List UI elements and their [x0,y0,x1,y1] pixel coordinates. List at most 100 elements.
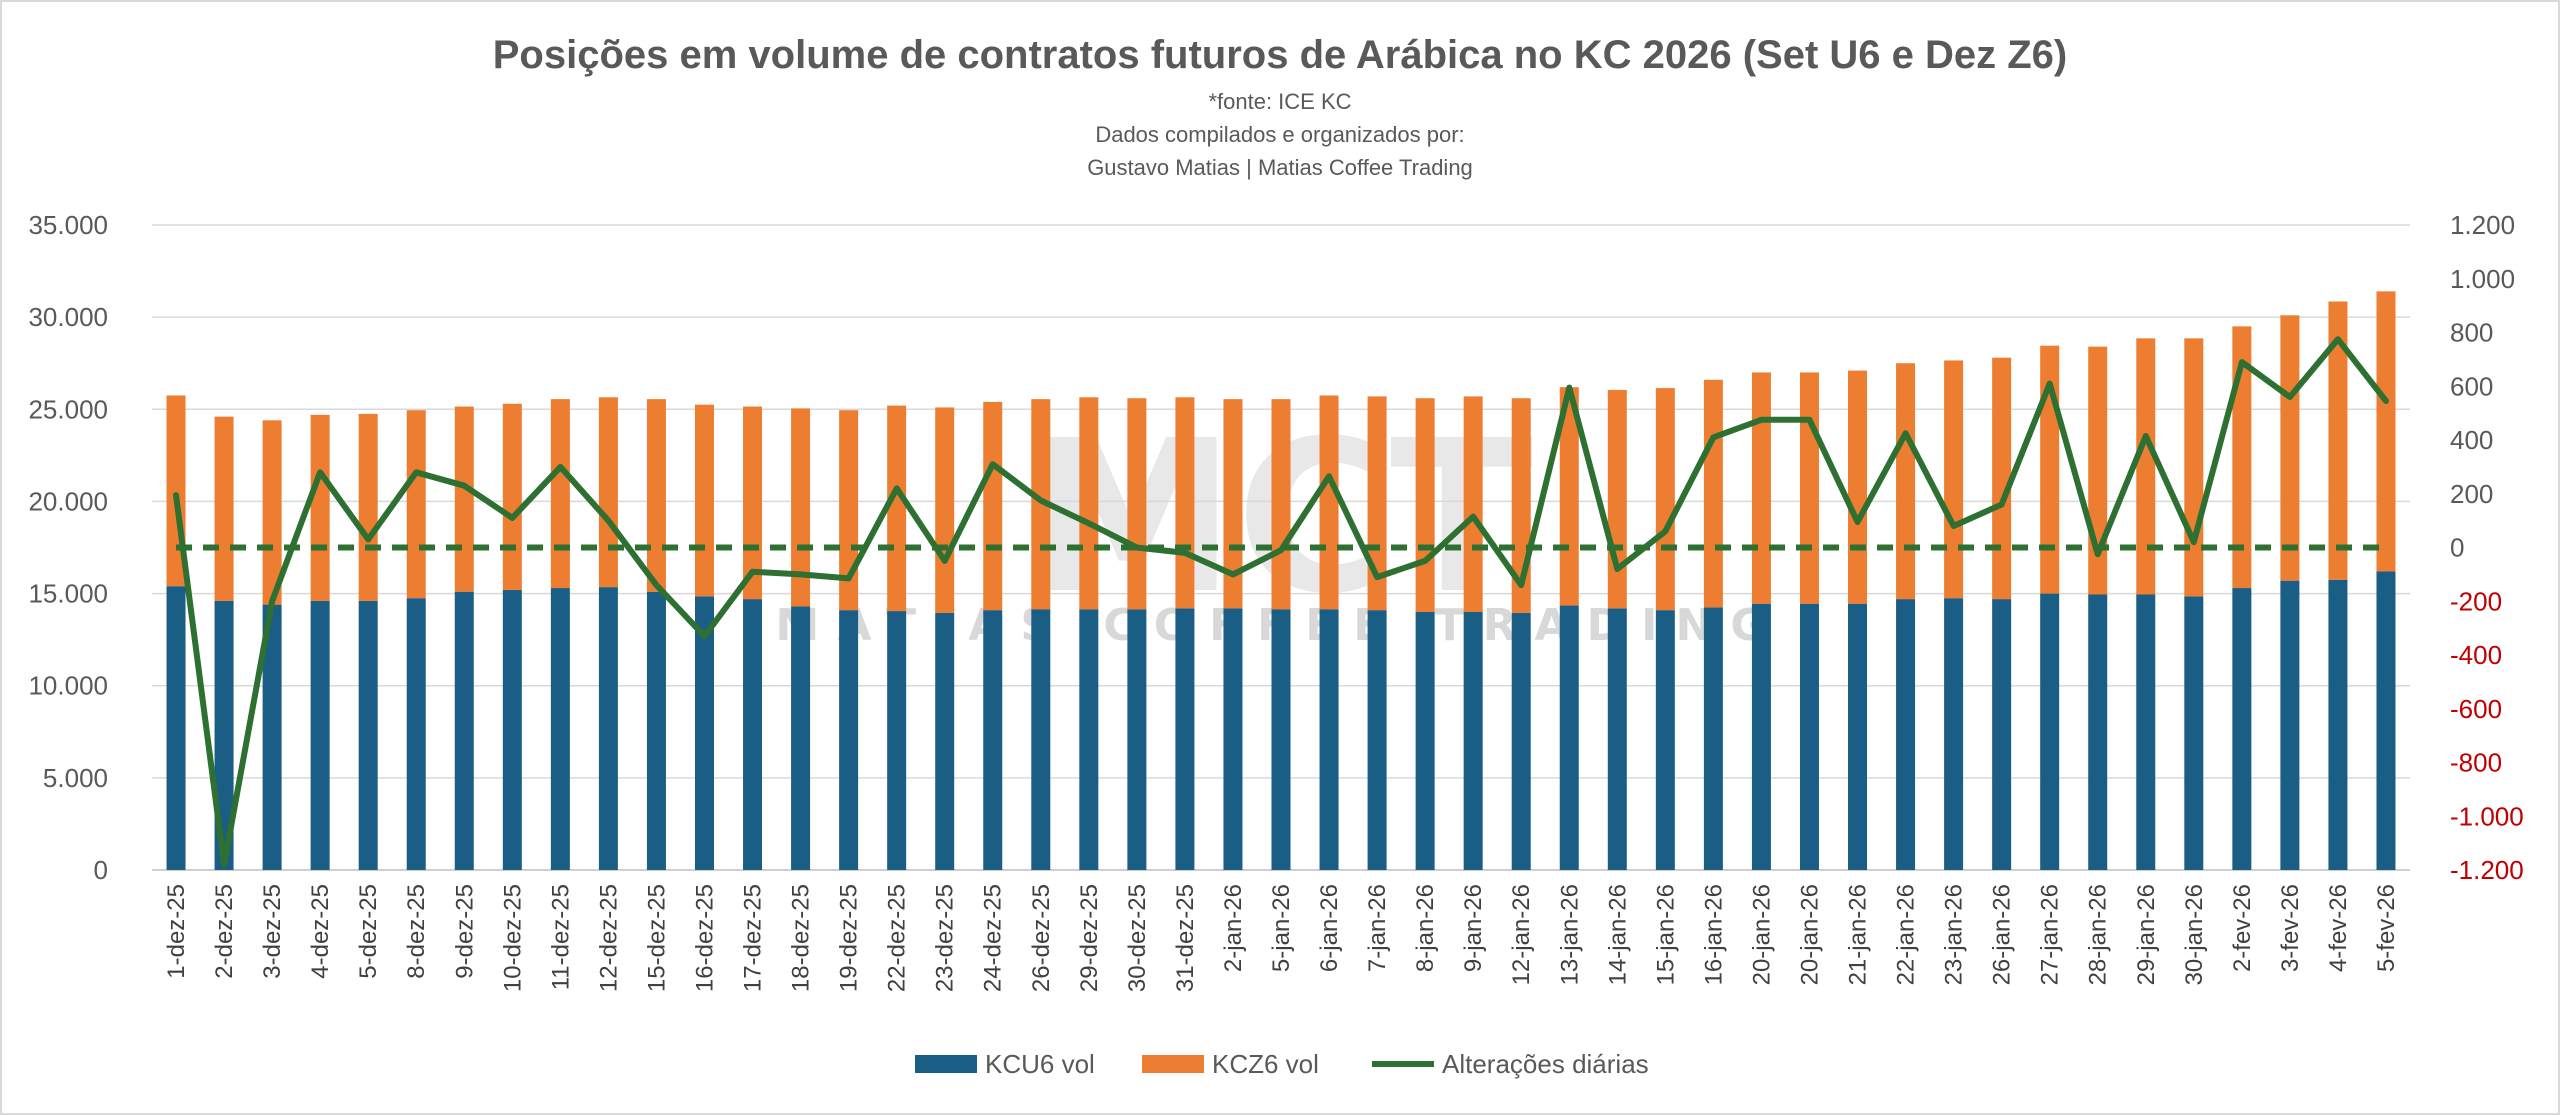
title-block: Posições em volume de contratos futuros … [493,33,2068,180]
x-tick-label: 22-jan-26 [1893,884,1920,985]
line-point [846,575,852,581]
bar-kcz6 [214,416,234,601]
x-tick-label: 31-dez-25 [1172,884,1199,992]
x-tick-label: 30-jan-26 [2181,884,2208,985]
bar-kcu6 [1751,603,1771,870]
bar-kcu6 [791,606,811,870]
bar-kcu6 [2088,594,2108,870]
bar-kcu6 [983,610,1003,870]
bar-kcz6 [1607,389,1627,609]
bar-kcu6 [1992,599,2012,870]
x-tick-label: 16-dez-25 [691,884,718,992]
line-point [1278,547,1284,553]
line-point [1662,528,1668,534]
line-point [2191,539,2197,545]
x-tick-label: 13-jan-26 [1556,884,1583,985]
y-left-tick-label: 25.000 [28,394,108,424]
line-point [1326,473,1332,479]
line-point [1134,545,1140,550]
y-right-tick-label: 200 [2450,479,2493,509]
bar-kcz6 [2328,301,2348,580]
x-tick-label: 9-jan-26 [1460,884,1487,972]
line-point [1758,417,1764,423]
legend-label: Alterações diárias [1442,1049,1649,1079]
x-tick-label: 11-dez-25 [547,884,574,990]
y-right-tick-label: -400 [2450,640,2502,670]
bar-kcz6 [1896,363,1916,600]
x-tick-label: 16-jan-26 [1700,884,1727,985]
y-right-tick-label: -1.000 [2450,801,2524,831]
bar-kcu6 [1079,609,1099,870]
x-tick-label: 26-dez-25 [1028,884,1055,992]
bar-kcz6 [935,407,955,613]
bar-kcu6 [1319,609,1339,870]
x-tick-label: 17-dez-25 [740,884,767,992]
bar-kcu6 [1463,612,1483,870]
bar-kcz6 [839,410,859,611]
legend-item: Alterações diárias [1372,1049,1649,1079]
line-point [2239,359,2245,365]
bar-kcz6 [1367,396,1387,611]
x-tick-label: 30-dez-25 [1124,884,1151,992]
bar-kcu6 [2280,580,2300,870]
line-point [1999,502,2005,507]
line-point [1566,385,1572,391]
y-right-tick-label: 1.000 [2450,264,2515,294]
bar-kcu6 [646,591,666,870]
y-left-tick-label: 20.000 [28,486,108,516]
legend-swatch [1142,1055,1204,1073]
x-tick-label: 28-jan-26 [2085,884,2112,985]
line-point [1182,550,1188,556]
y-right-tick-label: 1.200 [2450,210,2515,240]
x-tick-label: 4-fev-26 [2325,884,2352,972]
bar-kcu6 [2376,571,2396,870]
y-left-tick-label: 15.000 [28,579,108,609]
line-point [798,571,804,577]
bar-kcz6 [550,399,570,589]
line-point [2335,336,2341,342]
y-left-tick-label: 10.000 [28,671,108,701]
bar-kcu6 [743,599,763,870]
y-right-tick-label: -800 [2450,748,2502,778]
y-left-tick-label: 5.000 [43,763,108,793]
x-tick-label: 29-dez-25 [1076,884,1103,992]
bar-kcz6 [887,405,907,612]
bar-kcu6 [1031,609,1051,870]
left-axis-ticks: 0 5.000 10.000 15.000 20.000 25.000 30.000 35.0… [28,210,108,885]
line-point [1903,430,1909,436]
x-tick-label: 21-jan-26 [1845,884,1872,985]
line-point [1855,519,1861,525]
line-point [2095,551,2101,557]
bar-kcz6 [1703,379,1723,608]
bar-kcu6 [2136,594,2156,870]
x-tick-label: 12-dez-25 [595,884,622,992]
bar-kcz6 [502,403,522,590]
x-tick-label: 18-dez-25 [788,884,815,992]
x-tick-label: 20-jan-26 [1796,884,1823,985]
bar-kcu6 [1848,603,1868,870]
y-left-tick-label: 30.000 [28,302,108,332]
x-tick-label: 1-dez-25 [163,884,190,979]
y-right-tick-label: -200 [2450,586,2502,616]
bar-kcz6 [1319,395,1339,610]
legend-item: KCU6 vol [915,1049,1095,1079]
bar-kcz6 [1223,399,1243,609]
bar-kcz6 [1751,372,1771,604]
bar-kcz6 [694,404,714,597]
line-point [605,518,611,524]
bar-kcz6 [983,401,1003,611]
bar-kcz6 [791,408,811,607]
bar-kcz6 [1559,387,1579,606]
line-point [2047,381,2053,387]
bar-kcu6 [262,604,282,870]
line-point [1951,523,1957,529]
x-tick-label: 8-jan-26 [1412,884,1439,972]
bar-kcz6 [646,399,666,592]
bar-kcu6 [887,611,907,870]
bar-kcz6 [1655,388,1675,611]
line-point [1806,417,1812,423]
bar-kcu6 [1175,608,1195,870]
legend-label: KCU6 vol [985,1049,1095,1079]
legend-swatch [915,1055,977,1073]
x-tick-label: 6-jan-26 [1316,884,1343,972]
